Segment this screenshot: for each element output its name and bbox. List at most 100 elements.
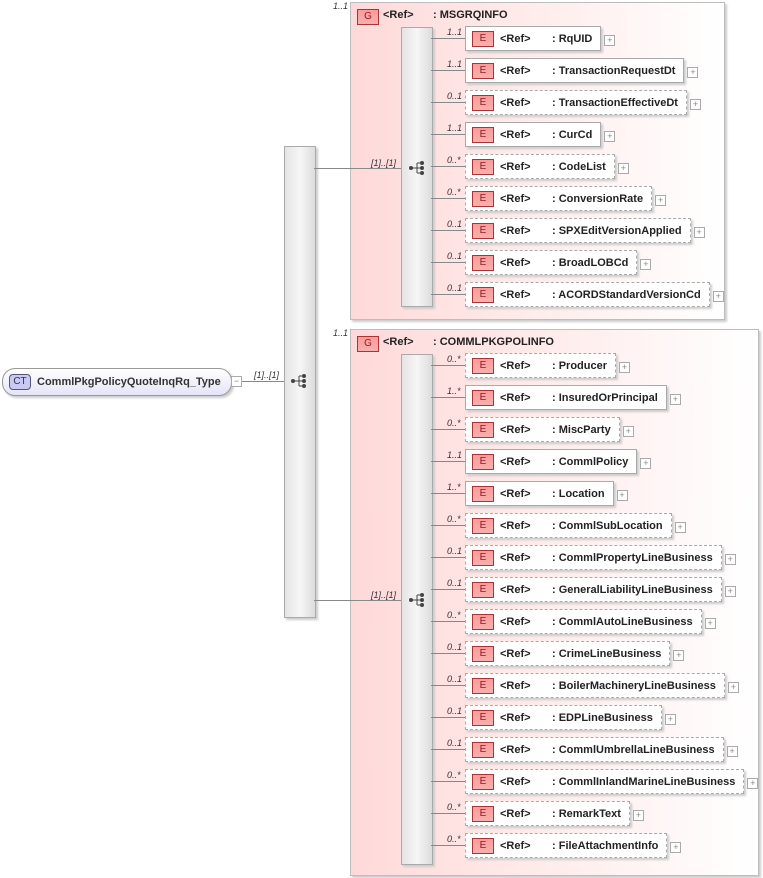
element-ref: <Ref> [500,583,531,596]
connector [431,134,465,135]
expand-toggle[interactable]: + [632,810,644,821]
expand-toggle[interactable]: + [655,195,667,206]
expand-toggle[interactable]: + [687,67,699,78]
connector [431,621,465,622]
expand-toggle[interactable]: + [747,778,759,789]
connector [431,845,465,846]
element-ref: <Ref> [500,711,531,724]
element-name: : GeneralLiabilityLineBusiness [552,583,713,596]
group-cardinality: [1]..[1] [371,158,397,168]
element-name: : SPXEditVersionApplied [552,224,682,237]
element-name: : Producer [552,359,608,372]
element-node[interactable]: E <Ref> : RqUID + [465,26,616,51]
sequence-icon [409,161,424,175]
element-name: : CommlSubLocation [552,519,663,532]
group-badge: G [357,9,379,25]
element-name: : CommlInlandMarineLineBusiness [552,775,736,788]
element-node[interactable]: E <Ref> : TransactionEffectiveDt + [465,90,701,115]
expand-toggle[interactable]: + [693,227,705,238]
element-occurs: 0..* [447,514,461,524]
expand-toggle[interactable]: + [604,35,616,46]
connector [431,493,465,494]
element-node[interactable]: E <Ref> : EDPLineBusiness + [465,705,676,730]
expand-toggle[interactable]: + [604,131,616,142]
group-occurs: 1..1 [333,1,349,11]
collapse-toggle[interactable]: − [231,376,242,387]
element-badge: E [472,126,494,143]
expand-toggle[interactable]: + [617,163,629,174]
element-badge: E [472,357,494,374]
element-node[interactable]: E <Ref> : CommlAutoLineBusiness + [465,609,716,634]
expand-toggle[interactable]: + [726,746,738,757]
element-node[interactable]: E <Ref> : ACORDStandardVersionCd + [465,282,724,307]
element-name: : CrimeLineBusiness [552,647,662,660]
expand-toggle[interactable]: + [622,426,634,437]
element-occurs: 1..* [447,482,461,492]
element-ref: <Ref> [500,615,531,628]
element-node[interactable]: E <Ref> : SPXEditVersionApplied + [465,218,705,243]
element-node[interactable]: E <Ref> : FileAttachmentInfo + [465,833,682,858]
expand-toggle[interactable]: + [673,650,685,661]
element-node[interactable]: E <Ref> : CommlPolicy + [465,449,652,474]
element-ref: <Ref> [500,423,531,436]
expand-toggle[interactable]: + [727,682,739,693]
connector [431,525,465,526]
element-ref: <Ref> [500,128,531,141]
connector [431,557,465,558]
element-name: : ConversionRate [552,192,644,205]
element-occurs: 0..1 [447,219,463,229]
connector [431,461,465,462]
expand-toggle[interactable]: + [704,618,716,629]
element-node[interactable]: E <Ref> : ConversionRate + [465,186,667,211]
element-occurs: 0..1 [447,546,463,556]
expand-toggle[interactable]: + [619,362,631,373]
element-node[interactable]: E <Ref> : RemarkText + [465,801,644,826]
connector [431,102,465,103]
connector [431,262,465,263]
connector [314,600,401,601]
element-node[interactable]: E <Ref> : CommlSubLocation + [465,513,686,538]
element-badge: E [472,677,494,694]
expand-toggle[interactable]: + [712,291,724,302]
element-name: : RemarkText [552,807,621,820]
expand-toggle[interactable]: + [669,394,681,405]
element-node[interactable]: E <Ref> : CodeList + [465,154,629,179]
element-badge: E [472,741,494,758]
expand-toggle[interactable]: + [616,490,628,501]
element-node[interactable]: E <Ref> : CurCd + [465,122,616,147]
element-name: : MiscParty [552,423,611,436]
element-node[interactable]: E <Ref> : Location + [465,481,628,506]
sequence-icon [291,374,306,388]
complex-type-node[interactable]: CT CommlPkgPolicyQuoteInqRq_Type [2,368,232,396]
element-node[interactable]: E <Ref> : CommlInlandMarineLineBusiness … [465,769,759,794]
element-badge: E [472,837,494,854]
element-node[interactable]: E <Ref> : CommlPropertyLineBusiness + [465,545,736,570]
expand-toggle[interactable]: + [640,259,652,270]
element-name: : InsuredOrPrincipal [552,391,658,404]
element-name: : BroadLOBCd [552,256,629,269]
element-node[interactable]: E <Ref> : GeneralLiabilityLineBusiness + [465,577,736,602]
connector [431,429,465,430]
element-badge: E [472,286,494,303]
expand-toggle[interactable]: + [640,458,652,469]
element-node[interactable]: E <Ref> : TransactionRequestDt + [465,58,699,83]
element-name: : CurCd [552,128,593,141]
element-occurs: 0..1 [447,283,463,293]
element-node[interactable]: E <Ref> : BroadLOBCd + [465,250,652,275]
expand-toggle[interactable]: + [689,99,701,110]
element-occurs: 0..* [447,354,461,364]
expand-toggle[interactable]: + [724,554,736,565]
expand-toggle[interactable]: + [670,842,682,853]
element-node[interactable]: E <Ref> : CommlUmbrellaLineBusiness + [465,737,738,762]
element-node[interactable]: E <Ref> : CrimeLineBusiness + [465,641,685,666]
element-node[interactable]: E <Ref> : BoilerMachineryLineBusiness + [465,673,739,698]
element-ref: <Ref> [500,487,531,500]
element-node[interactable]: E <Ref> : MiscParty + [465,417,634,442]
element-node[interactable]: E <Ref> : Producer + [465,353,631,378]
expand-toggle[interactable]: + [664,714,676,725]
element-node[interactable]: E <Ref> : InsuredOrPrincipal + [465,385,681,410]
expand-toggle[interactable]: + [724,586,736,597]
element-occurs: 0..* [447,418,461,428]
connector [431,230,465,231]
expand-toggle[interactable]: + [674,522,686,533]
